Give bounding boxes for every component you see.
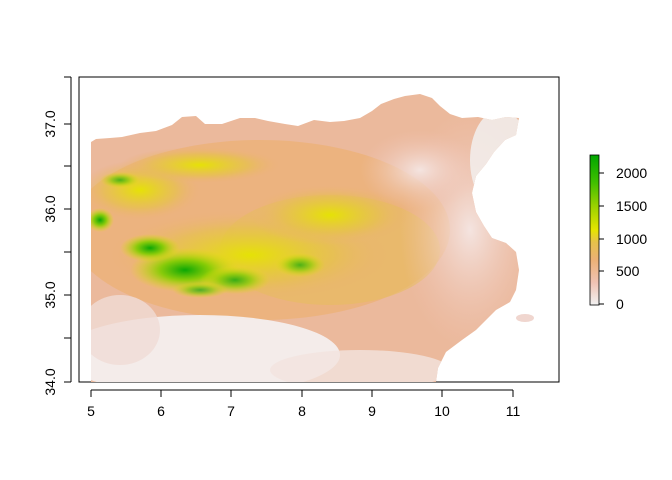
- y-tick-label: 37.0: [42, 110, 58, 137]
- x-axis: 5 6 7 8 9 10 11: [87, 389, 521, 419]
- y-tick-label: 34.0: [42, 368, 58, 395]
- x-tick-label: 8: [298, 403, 306, 419]
- color-legend: 2000 1500 1000 500 0: [589, 154, 647, 312]
- x-tick-label: 10: [434, 403, 450, 419]
- y-tick-label: 35.0: [42, 281, 58, 308]
- elevation-raster: [91, 94, 519, 382]
- legend-colorbar: [589, 154, 600, 306]
- legend-tick-label: 1500: [616, 198, 647, 214]
- x-tick-label: 6: [157, 403, 165, 419]
- x-tick-label: 7: [227, 403, 235, 419]
- x-tick-label: 9: [368, 403, 376, 419]
- legend-tick-label: 1000: [616, 231, 647, 247]
- legend-tick-label: 0: [616, 296, 624, 312]
- island: [516, 314, 534, 322]
- y-tick-label: 36.0: [42, 195, 58, 222]
- legend-tick-label: 500: [616, 263, 640, 279]
- x-tick-label: 11: [506, 403, 521, 419]
- x-tick-label: 5: [87, 403, 95, 419]
- y-axis: 37.0 36.0 35.0 34.0: [42, 76, 72, 396]
- legend-tick-label: 2000: [616, 165, 647, 181]
